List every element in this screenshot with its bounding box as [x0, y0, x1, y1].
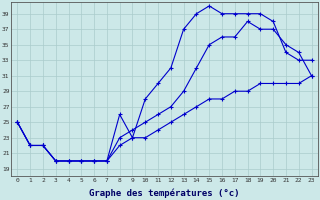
- X-axis label: Graphe des températures (°c): Graphe des températures (°c): [89, 188, 240, 198]
